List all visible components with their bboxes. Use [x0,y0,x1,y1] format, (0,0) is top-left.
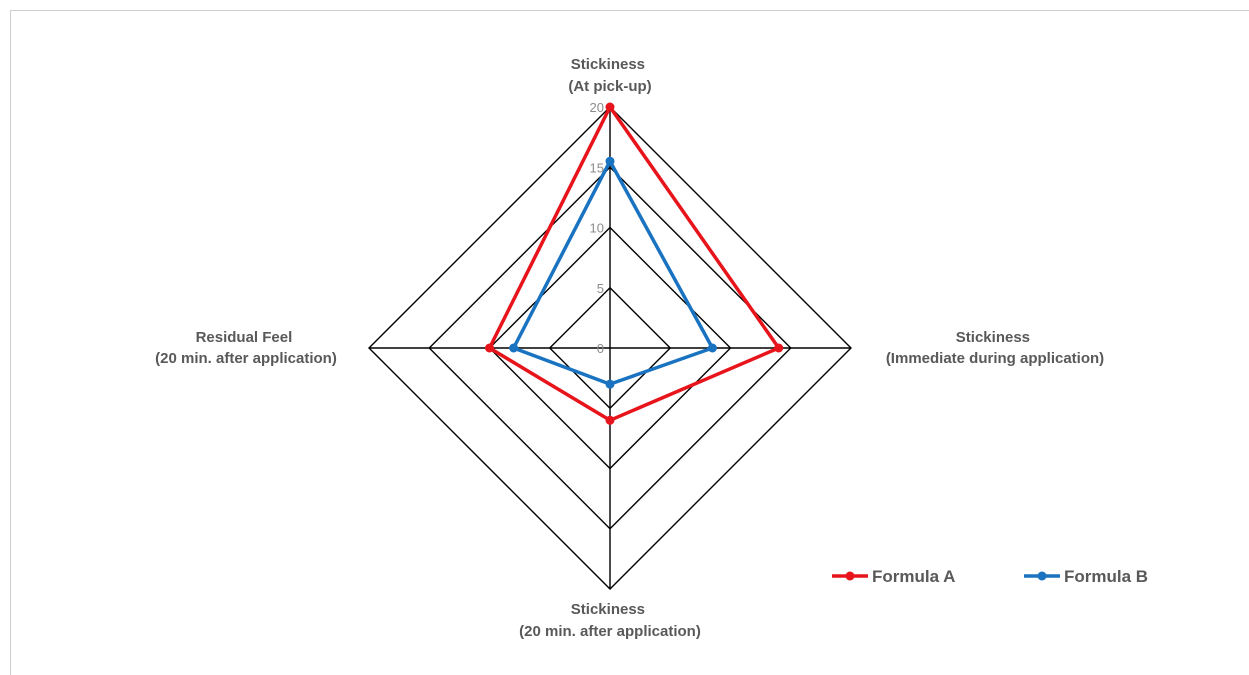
chart-frame [10,10,1249,675]
legend-item-formula-a: Formula A [832,567,955,586]
legend-marker-formula-b [1037,571,1047,581]
legend-item-formula-b: Formula B [1024,567,1148,586]
legend: Formula A Formula B [832,567,1148,586]
tick-label-20: 20 [590,100,604,115]
tick-label-15: 15 [590,160,604,175]
data-point-formula-a-3 [485,343,494,353]
legend-marker-formula-a [845,571,855,581]
series-line-formula-a [487,105,781,423]
axis-label-right: Stickiness (Immediate during application… [886,329,1104,367]
legend-label-formula-b: Formula B [1064,567,1148,586]
legend-label-formula-a: Formula A [872,567,955,586]
axis-label-bottom: Stickiness (20 min. after application) [519,601,701,640]
series-line-formula-b [511,159,715,386]
data-point-formula-b-3 [509,343,519,353]
axis-label-top: Stickiness (At pick-up) [568,56,651,95]
data-point-formula-a-0 [605,102,615,112]
axis-label-left: Residual Feel (20 min. after application… [155,329,337,367]
tick-label-10: 10 [590,221,604,236]
data-point-formula-b-2 [605,379,615,389]
tick-label-5: 5 [597,281,604,296]
radar-series [485,102,784,425]
data-point-formula-b-0 [605,156,615,166]
data-point-formula-b-1 [707,343,717,353]
radar-tick-labels: 0 5 10 15 20 [590,100,604,356]
data-point-formula-a-2 [605,415,615,425]
tick-label-0: 0 [597,341,604,356]
data-point-formula-a-1 [774,343,784,353]
